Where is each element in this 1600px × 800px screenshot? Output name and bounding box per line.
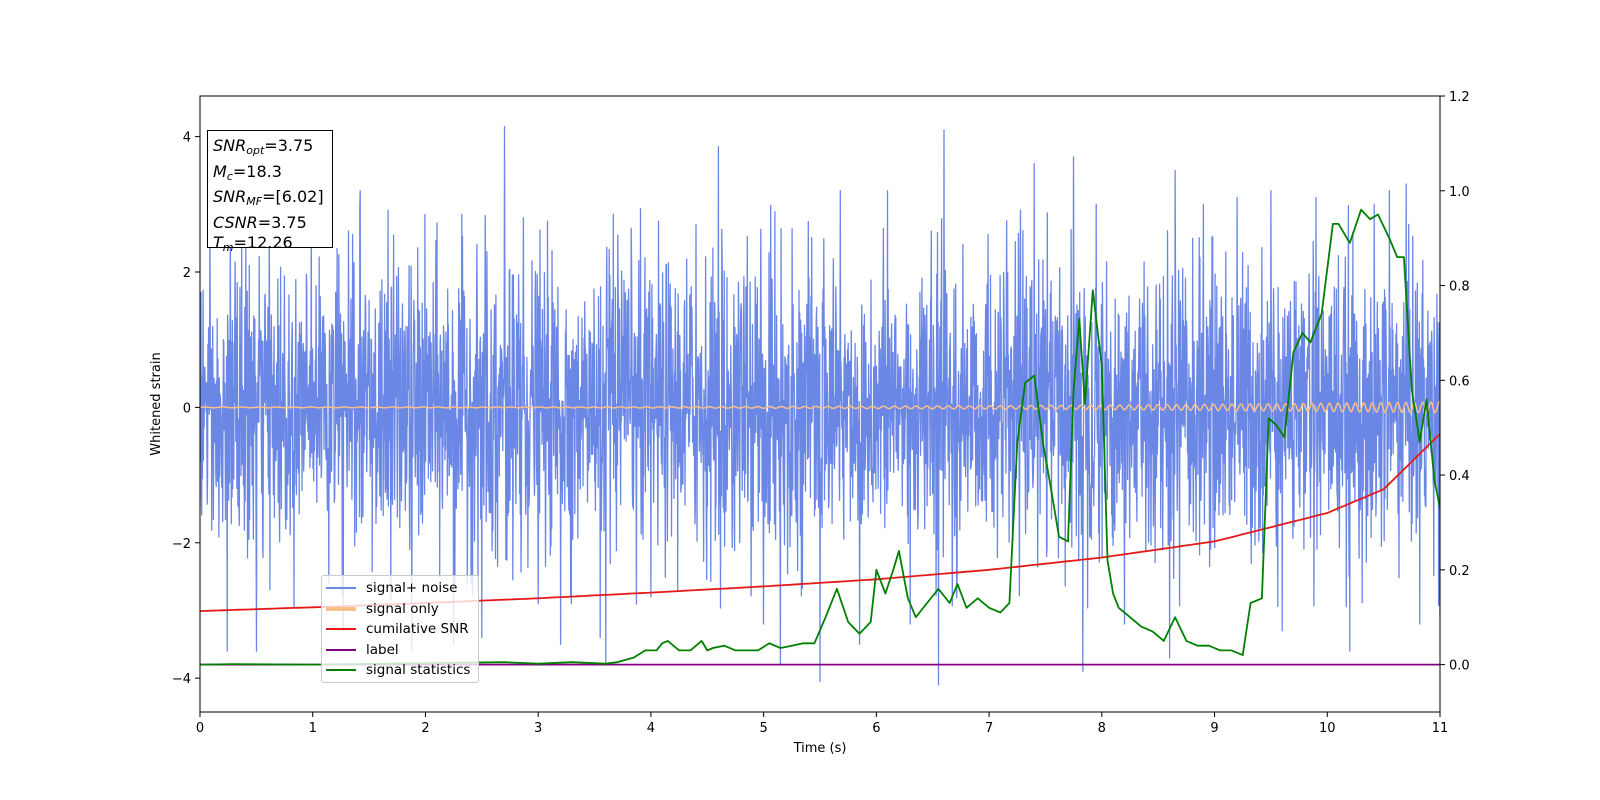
y-axis-right: 0.0 0.2 0.4 0.6 0.8 1.0 1.2 bbox=[1440, 90, 1470, 674]
y2-tick-label: 0.2 bbox=[1449, 564, 1470, 579]
snr-opt-line: SNRopt=3.75 bbox=[213, 136, 314, 157]
legend-swatch bbox=[326, 648, 356, 651]
plot-frame bbox=[199, 95, 1441, 713]
x-tick-label: 6 bbox=[872, 721, 880, 736]
snr-mf-value: [6.02] bbox=[275, 187, 324, 206]
legend: signal+ noise signal only cumilative SNR… bbox=[321, 575, 479, 683]
y2-tick-label: 1.0 bbox=[1449, 185, 1470, 200]
legend-label: signal statistics bbox=[366, 662, 471, 679]
x-tick-label: 5 bbox=[759, 721, 767, 736]
snr-mf-line: SNRMF=[6.02] bbox=[213, 187, 324, 208]
snr-opt-value: 3.75 bbox=[277, 136, 314, 155]
legend-item: signal statistics bbox=[326, 660, 478, 681]
info-box: SNRopt=3.75 Mc=18.3 SNRMF=[6.02] CSNR=3.… bbox=[207, 130, 333, 254]
y2-tick-label: 0.6 bbox=[1449, 374, 1470, 389]
y-tick-label: 4 bbox=[183, 131, 191, 146]
y-tick-label: −2 bbox=[172, 537, 191, 552]
y-tick-label: 2 bbox=[183, 266, 191, 281]
x-tick-label: 8 bbox=[1098, 721, 1106, 736]
mc-line: Mc=18.3 bbox=[213, 161, 282, 183]
tm-value: 12.26 bbox=[246, 233, 293, 252]
legend-item: signal only bbox=[326, 599, 478, 620]
csnr-line: CSNR=3.75 bbox=[213, 212, 307, 232]
legend-label: signal+ noise bbox=[366, 580, 458, 597]
x-tick-label: 11 bbox=[1432, 721, 1449, 736]
y-tick-label: 0 bbox=[183, 401, 191, 416]
series-signal-statistics bbox=[200, 208, 1440, 666]
y2-tick-label: 0.8 bbox=[1449, 280, 1470, 295]
y2-tick-label: 0.4 bbox=[1449, 469, 1470, 484]
y-axis-label: Whitened strain bbox=[149, 352, 164, 455]
legend-swatch bbox=[326, 628, 356, 631]
legend-label: signal only bbox=[366, 600, 439, 617]
y2-tick-label: 1.2 bbox=[1449, 90, 1470, 105]
legend-label: cumilative SNR bbox=[366, 621, 469, 638]
legend-item: signal+ noise bbox=[326, 578, 478, 599]
x-axis: 0 1 2 3 4 5 6 7 8 9 10 11 bbox=[196, 712, 1448, 736]
tm-line: Tm=12.26 bbox=[213, 233, 293, 254]
legend-swatch bbox=[326, 587, 356, 590]
x-tick-label: 4 bbox=[647, 721, 655, 736]
x-tick-label: 0 bbox=[196, 721, 204, 736]
x-tick-label: 2 bbox=[421, 721, 429, 736]
legend-swatch bbox=[326, 606, 356, 611]
x-axis-label: Time (s) bbox=[793, 741, 847, 756]
series-signal-only bbox=[200, 400, 1440, 414]
x-tick-label: 3 bbox=[534, 721, 542, 736]
mc-value: 18.3 bbox=[246, 161, 282, 181]
legend-swatch bbox=[326, 669, 356, 672]
legend-item: cumilative SNR bbox=[326, 619, 478, 640]
legend-label: label bbox=[366, 641, 399, 658]
x-tick-label: 9 bbox=[1210, 721, 1218, 736]
x-tick-label: 1 bbox=[309, 721, 317, 736]
x-tick-label: 10 bbox=[1319, 721, 1336, 736]
y-axis-left: −4 −2 0 2 4 bbox=[172, 131, 200, 687]
x-tick-label: 7 bbox=[985, 721, 993, 736]
legend-item: label bbox=[326, 640, 478, 661]
y-tick-label: −4 bbox=[172, 672, 191, 687]
y2-tick-label: 0.0 bbox=[1449, 659, 1470, 674]
series-signal-noise bbox=[200, 125, 1440, 686]
csnr-value: 3.75 bbox=[271, 212, 307, 232]
